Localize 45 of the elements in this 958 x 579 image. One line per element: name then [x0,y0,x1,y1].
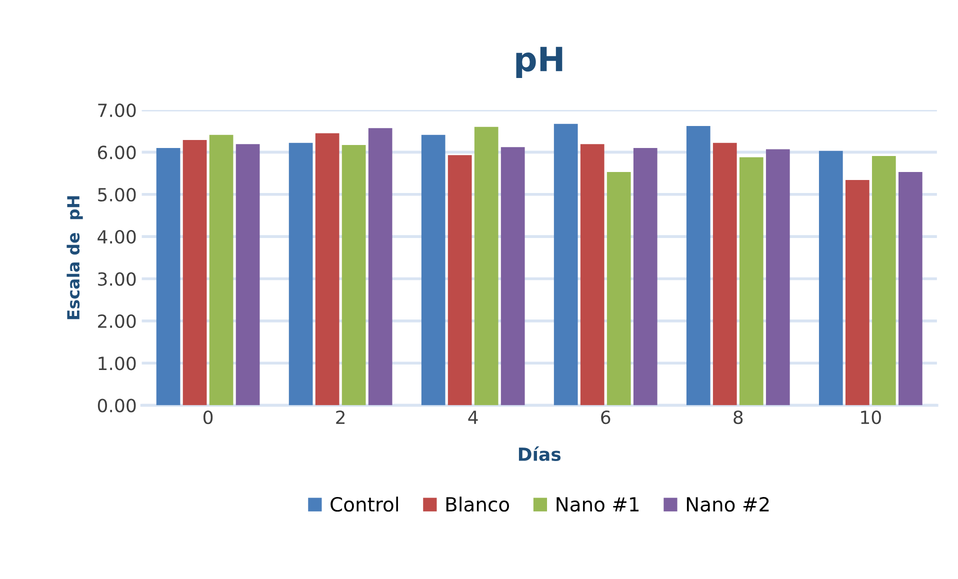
y-tick-label: 4.00 [98,230,136,244]
y-tick-label: 2.00 [98,314,136,328]
bar [686,126,710,406]
bar [712,142,737,406]
y-tick-label: 5.00 [98,188,136,202]
x-axis-title: Días [518,446,561,462]
bar [236,144,260,406]
legend-label: Blanco [446,496,510,512]
y-tick-label: 6.00 [98,146,136,160]
bar [315,133,340,406]
legend-label: Nano #2 [686,496,769,512]
y-tick-label: 7.00 [98,103,136,118]
bar [606,172,631,406]
x-tick-label: 6 [601,410,610,424]
y-tick-label: 0.00 [98,398,136,412]
x-tick-label: 2 [336,410,345,424]
bar [474,126,498,406]
x-tick-label: 4 [468,410,478,424]
x-tick-label: 0 [203,410,213,424]
bar [554,124,578,406]
bar [448,155,472,406]
bar [766,149,790,406]
bar [898,172,922,406]
x-tick-label: 8 [734,410,743,424]
bar [739,157,764,406]
bar [845,180,870,406]
bar [342,145,366,406]
bar [421,134,446,406]
chart-title: pH [516,46,562,78]
legend-label: Nano #1 [556,497,639,512]
legend-label: Control [330,496,398,512]
bar [580,144,604,406]
y-axis-title: Escala de pH [66,196,83,320]
bar [872,156,896,406]
bar [818,150,843,406]
bar [209,134,234,406]
bar [633,148,658,406]
y-tick-label: 1.00 [98,356,136,370]
bar [368,128,392,406]
x-tick-label: 10 [861,410,881,424]
bar [156,148,180,406]
y-tick-label: 3.00 [98,272,136,286]
bar [182,140,207,406]
bar [500,147,525,406]
bar [288,142,313,406]
